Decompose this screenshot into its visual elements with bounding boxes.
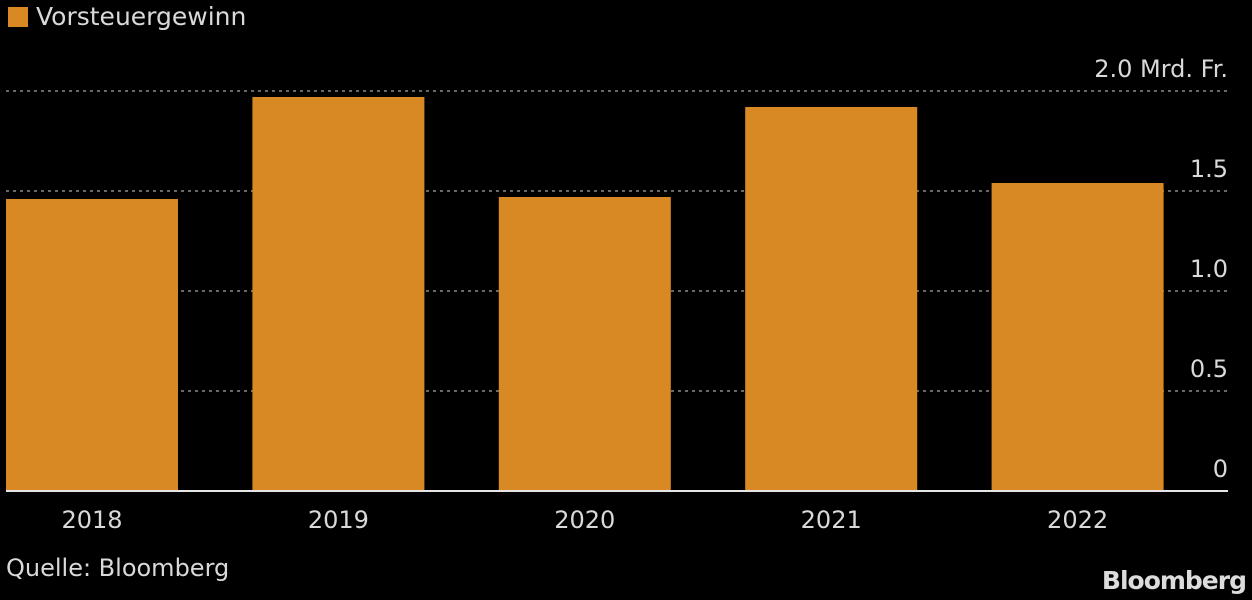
y-tick-label: 1.0 — [1190, 255, 1228, 283]
bar-2020 — [498, 197, 671, 491]
bar-2019 — [252, 97, 425, 491]
y-tick-label: 1.5 — [1190, 155, 1228, 183]
y-tick-label: 0.5 — [1190, 355, 1228, 383]
x-tick-label: 2021 — [801, 506, 862, 534]
y-axis-ticks: 0 0.5 1.0 1.5 2.0 Mrd. Fr. — [1094, 55, 1228, 483]
legend-swatch — [8, 6, 28, 27]
y-tick-label: 0 — [1213, 455, 1228, 483]
bars — [6, 97, 1164, 491]
x-tick-label: 2022 — [1047, 506, 1108, 534]
x-tick-label: 2019 — [308, 506, 369, 534]
bar-2022 — [991, 183, 1164, 491]
x-axis-ticks: 2018 2019 2020 2021 2022 — [61, 506, 1108, 534]
bloomberg-logo: Bloomberg — [1101, 566, 1247, 595]
bar-2018 — [6, 199, 178, 491]
legend-label: Vorsteuergewinn — [36, 2, 247, 31]
source-note: Quelle: Bloomberg — [6, 554, 230, 582]
bar-2021 — [745, 107, 918, 491]
legend: Vorsteuergewinn — [8, 2, 246, 31]
x-tick-label: 2020 — [554, 506, 615, 534]
y-tick-label: 2.0 Mrd. Fr. — [1094, 55, 1228, 83]
x-tick-label: 2018 — [61, 506, 122, 534]
